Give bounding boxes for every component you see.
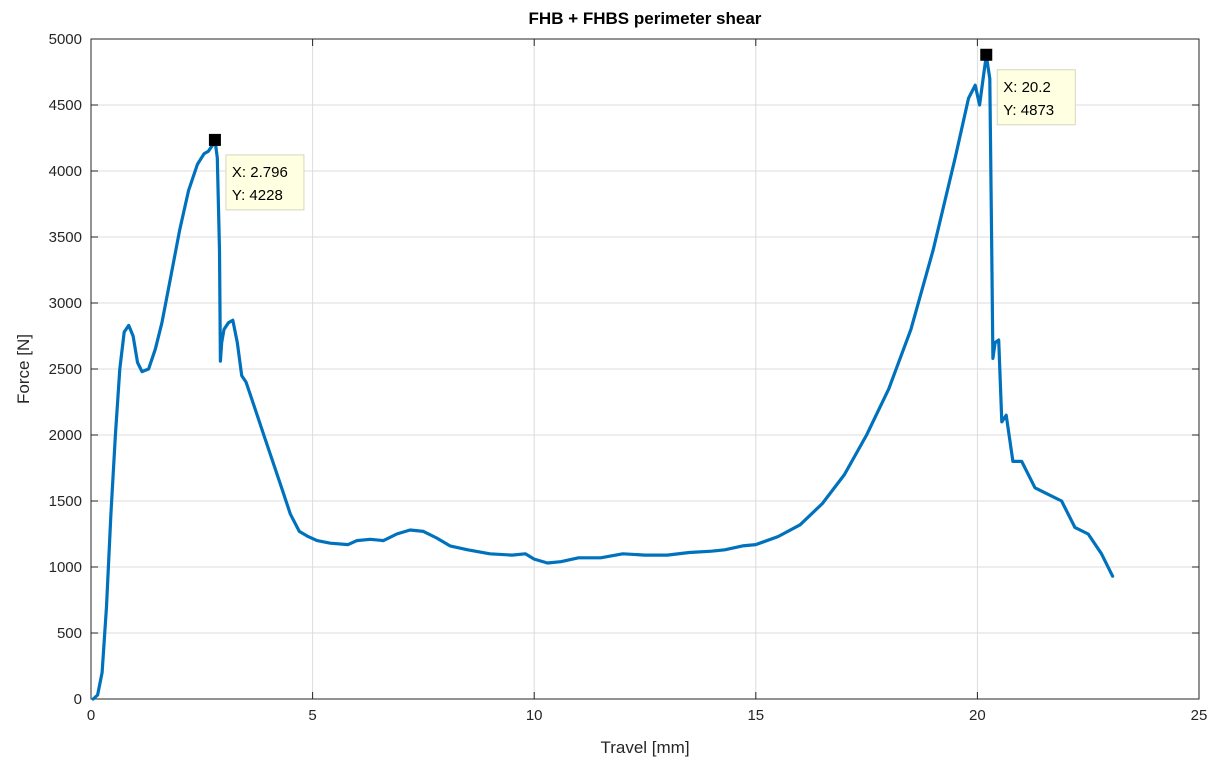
datatip-y-label: Y: 4228 <box>232 187 283 204</box>
y-tick-label: 4500 <box>49 97 82 114</box>
axis-ticks: 0 5 10 15 20 25 0 500 1000 1500 2000 2500 3000 3500 40… <box>49 31 1208 724</box>
x-tick-label: 10 <box>526 707 543 724</box>
y-tick-label: 5000 <box>49 31 82 48</box>
y-tick-label: 2000 <box>49 427 82 444</box>
datatip-marker <box>208 133 221 146</box>
x-tick-label: 0 <box>87 707 95 724</box>
y-tick-label: 3500 <box>49 229 82 246</box>
chart-title: FHB + FHBS perimeter shear <box>529 9 762 28</box>
datatip-marker <box>980 48 993 61</box>
y-tick-label: 2500 <box>49 361 82 378</box>
y-tick-label: 500 <box>57 625 82 642</box>
y-tick-label: 1000 <box>49 559 82 576</box>
datatip-y-label: Y: 4873 <box>1003 102 1054 119</box>
y-tick-label: 4000 <box>49 163 82 180</box>
y-axis-label: Force [N] <box>14 334 33 404</box>
x-tick-label: 20 <box>969 707 986 724</box>
datatip-x-label: X: 20.2 <box>1003 79 1051 96</box>
x-axis-label: Travel [mm] <box>600 738 689 757</box>
y-tick-label: 3000 <box>49 295 82 312</box>
grid <box>91 39 1199 699</box>
datatips: X: 2.796 Y: 4228 X: 20.2 Y: 4873 <box>208 48 1076 211</box>
y-tick-label: 0 <box>74 691 82 708</box>
datatip-x-label: X: 2.796 <box>232 164 288 181</box>
datatip-box <box>225 154 305 211</box>
x-tick-label: 15 <box>747 707 764 724</box>
x-tick-label: 5 <box>308 707 316 724</box>
y-tick-label: 1500 <box>49 493 82 510</box>
datatip-box <box>996 69 1076 126</box>
x-tick-label: 25 <box>1191 707 1208 724</box>
